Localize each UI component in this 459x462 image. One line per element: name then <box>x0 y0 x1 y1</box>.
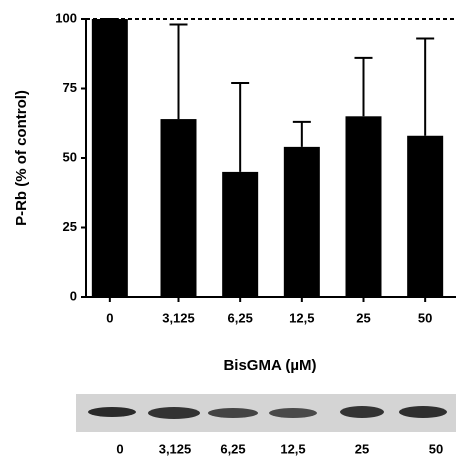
x-tick-label: 6,25 <box>228 310 253 325</box>
y-axis-title: P-Rb (% of control) <box>13 90 30 226</box>
x-tick-label: 0 <box>106 310 113 325</box>
blot-band <box>340 406 384 418</box>
y-tick-label: 100 <box>55 10 77 25</box>
blot-band <box>88 407 136 417</box>
blot-band <box>399 406 447 418</box>
error-bar <box>293 122 311 147</box>
bar <box>407 136 443 297</box>
y-tick-label: 50 <box>63 149 77 164</box>
blot-lane-label: 6,25 <box>220 441 245 456</box>
blot-band <box>208 408 258 418</box>
x-tick-label: 25 <box>356 310 370 325</box>
blot-lane-label: 0 <box>116 441 123 456</box>
blot-lane-label: 50 <box>429 441 443 456</box>
error-bar <box>355 58 373 116</box>
bar <box>284 147 320 297</box>
error-bar <box>231 83 249 172</box>
y-tick-label: 25 <box>63 219 77 234</box>
x-tick-label: 3,125 <box>162 310 195 325</box>
error-bar <box>416 38 434 135</box>
blot-band <box>269 408 317 418</box>
error-bar <box>170 25 188 120</box>
blot-lane-label: 25 <box>355 441 369 456</box>
bar <box>222 172 258 297</box>
bar <box>92 19 128 297</box>
chart: P-Rb (% of control) BisGMA (µM) 0 25 50 75 1… <box>0 0 459 462</box>
blot <box>76 394 456 432</box>
blot-lane-label: 3,125 <box>159 441 192 456</box>
y-tick-label: 0 <box>70 288 77 303</box>
y-tick-label: 75 <box>63 80 77 95</box>
x-tick-label: 12,5 <box>289 310 314 325</box>
bar <box>346 116 382 297</box>
blot-lane-label: 12,5 <box>280 441 305 456</box>
x-axis-title: BisGMA (µM) <box>223 357 316 374</box>
blot-band <box>148 407 200 419</box>
bar <box>161 119 197 297</box>
x-tick-label: 50 <box>418 310 432 325</box>
